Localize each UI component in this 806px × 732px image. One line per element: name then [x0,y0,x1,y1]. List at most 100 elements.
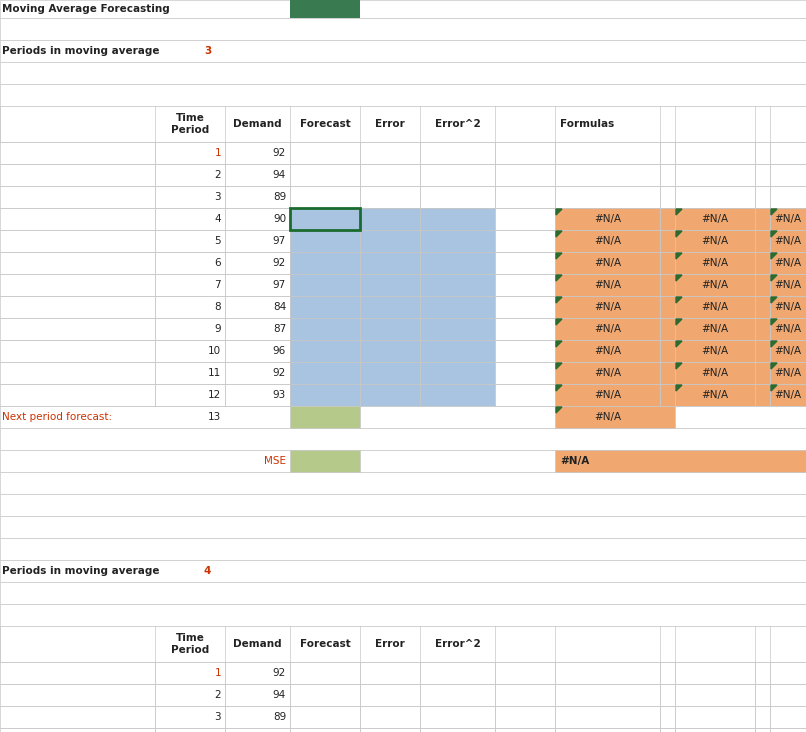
Bar [225,252,290,274]
Polygon shape [676,209,682,215]
Text: #N/A: #N/A [775,368,801,378]
Bar [555,186,660,208]
Bar [675,164,755,186]
Bar [770,728,806,732]
Text: #N/A: #N/A [701,280,729,290]
Bar [0,684,155,706]
Bar [0,494,806,516]
Bar [675,252,755,274]
Text: Demand: Demand [233,639,282,649]
Bar [290,252,360,274]
Bar [0,18,806,40]
Bar [675,728,755,732]
Polygon shape [556,319,562,325]
Bar [660,230,675,252]
Bar [360,274,420,296]
Bar [755,296,770,318]
Bar [420,362,495,384]
Text: #N/A: #N/A [775,324,801,334]
Bar [420,164,495,186]
Bar [420,662,495,684]
Bar [420,208,495,230]
Bar [0,538,806,560]
Bar [660,142,675,164]
Bar [420,296,495,318]
Bar [360,384,420,406]
Bar [0,296,155,318]
Bar [360,684,420,706]
Bar [155,340,225,362]
Polygon shape [556,231,562,237]
Text: #N/A: #N/A [701,346,729,356]
Bar [290,340,360,362]
Bar [0,252,155,274]
Text: #N/A: #N/A [594,390,621,400]
Bar [225,186,290,208]
Bar [770,318,806,340]
Polygon shape [556,297,562,303]
Bar [675,662,755,684]
Bar [0,274,155,296]
Text: 96: 96 [272,346,286,356]
Bar [770,274,806,296]
Bar [225,384,290,406]
Text: 8: 8 [214,302,221,312]
Text: #N/A: #N/A [594,280,621,290]
Text: #N/A: #N/A [701,324,729,334]
Bar [0,40,806,62]
Bar [675,684,755,706]
Text: MSE: MSE [264,456,286,466]
Text: 1: 1 [214,668,221,678]
Bar [770,142,806,164]
Bar [770,208,806,230]
Bar [495,340,555,362]
Bar [0,626,806,662]
Bar [225,164,290,186]
Bar [660,252,675,274]
Bar [155,318,225,340]
Polygon shape [676,319,682,325]
Text: #N/A: #N/A [775,346,801,356]
Polygon shape [771,253,777,259]
Polygon shape [676,297,682,303]
Bar [0,106,806,142]
Polygon shape [556,385,562,391]
Bar [420,230,495,252]
Bar [755,662,770,684]
Text: 2: 2 [214,690,221,700]
Text: 3: 3 [214,192,221,202]
Text: Formulas: Formulas [560,119,614,129]
Polygon shape [556,253,562,259]
Text: #N/A: #N/A [594,236,621,246]
Bar [225,362,290,384]
Text: 97: 97 [272,236,286,246]
Text: #N/A: #N/A [701,214,729,224]
Bar [495,728,555,732]
Bar [555,230,806,252]
Bar [555,274,660,296]
Bar [555,252,806,274]
Bar [555,706,660,728]
Bar [770,296,806,318]
Bar [155,208,225,230]
Text: Forecast: Forecast [300,639,351,649]
Bar [290,274,360,296]
Bar [0,472,806,494]
Text: 92: 92 [272,148,286,158]
Bar [755,684,770,706]
Bar [420,186,495,208]
Text: #N/A: #N/A [594,324,621,334]
Bar [290,406,360,428]
Bar [0,230,155,252]
Bar [0,186,155,208]
Bar [555,230,660,252]
Bar [660,706,675,728]
Bar [660,340,675,362]
Bar [770,230,806,252]
Bar [555,362,660,384]
Bar [755,230,770,252]
Text: 12: 12 [208,390,221,400]
Bar [290,296,360,318]
Bar [290,142,360,164]
Text: 93: 93 [272,390,286,400]
